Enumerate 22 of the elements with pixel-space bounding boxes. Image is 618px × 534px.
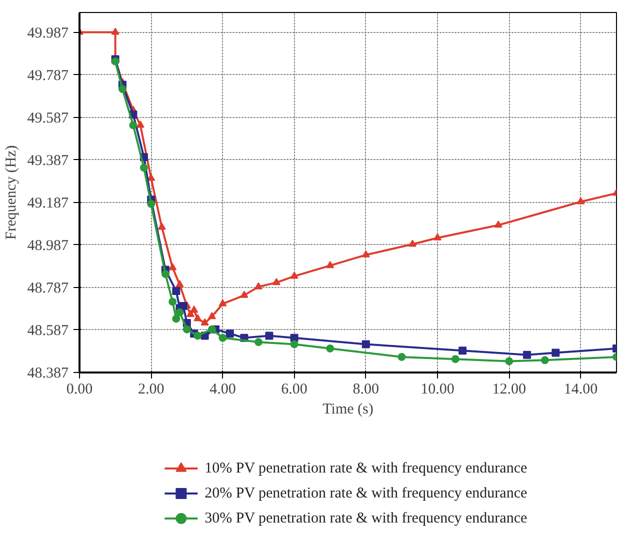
x-tick-label: 6.00	[281, 382, 308, 398]
x-tick-label: 8.00	[352, 382, 380, 398]
y-tick-label: 49.387	[27, 152, 69, 169]
y-tick-label: 49.987	[27, 25, 69, 42]
x-tick-label: 14.00	[564, 382, 598, 398]
x-tick-label: 4.00	[210, 382, 236, 398]
legend-label: 20% PV penetration rate & with frequency endurance	[204, 486, 528, 502]
x-axis-title: Time (s)	[322, 402, 374, 418]
y-tick-label: 49.787	[27, 68, 69, 84]
y-tick-label: 48.787	[27, 280, 69, 296]
x-tick-label: 2.00	[138, 382, 164, 398]
y-tick-label: 48.987	[27, 238, 69, 254]
legend-label: 30% PV penetration rate & with frequency endurance	[204, 510, 528, 526]
y-tick-label: 48.587	[27, 322, 69, 339]
y-tick-label: 48.387	[27, 366, 69, 382]
legend-label: 10% PV penetration rate & with frequency endurance	[204, 460, 528, 476]
y-tick-label: 49.587	[27, 110, 69, 126]
x-tick-label: 0.00	[66, 382, 93, 398]
y-tick-label: 49.187	[27, 195, 69, 212]
y-axis-title: Frequency (Hz)	[3, 145, 20, 240]
x-tick-label: 12.00	[492, 382, 526, 398]
x-tick-label: 10.00	[420, 382, 454, 398]
